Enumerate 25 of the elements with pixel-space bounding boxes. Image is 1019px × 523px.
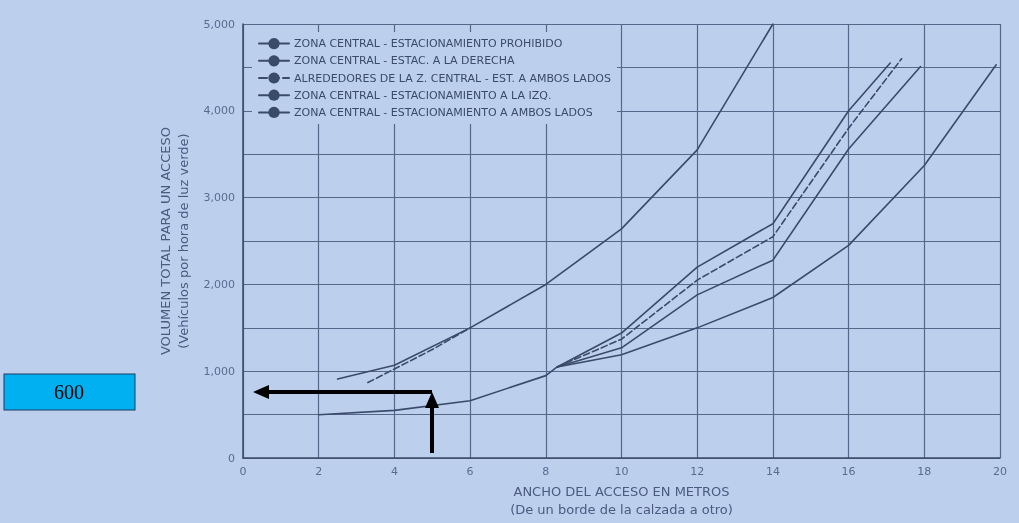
y-axis-title: VOLUMEN TOTAL PARA UN ACCESO (Vehículos por hora de luz verde) — [158, 127, 192, 356]
x-tick-label: 6 — [466, 465, 474, 479]
x-tick-label: 2 — [315, 465, 323, 479]
legend-label: ALREDEDORES DE LA Z. CENTRAL - EST. A AMBOS LADOS — [294, 71, 612, 85]
y-tick-label: 0 — [228, 451, 235, 465]
x-tick-label: 18 — [917, 465, 932, 479]
legend-label: ZONA CENTRAL - ESTACIONAMIENTO PROHIBIDO — [294, 37, 563, 51]
legend-label: ZONA CENTRAL - ESTACIONAMIENTO A AMBOS LADOS — [294, 105, 593, 119]
x-tick-label: 14 — [765, 465, 780, 479]
x-tick-label: 20 — [993, 465, 1007, 479]
legend-label: ZONA CENTRAL - ESTAC. A LA DERECHA — [294, 54, 516, 68]
x-tick-label: 10 — [614, 465, 629, 479]
x-tick-label: 8 — [542, 465, 550, 479]
x-tick-label: 12 — [690, 465, 705, 479]
legend-label: ZONA CENTRAL - ESTACIONAMIENTO A LA IZQ. — [294, 88, 552, 102]
x-tick-label: 4 — [390, 465, 398, 479]
x-tick-label: 0 — [239, 465, 247, 479]
y-tick-label: 5,000 — [203, 17, 235, 31]
text: 600 — [54, 381, 84, 403]
y-tick-label: 1,000 — [203, 364, 235, 378]
y-tick-label: 2,000 — [203, 277, 235, 291]
x-tick-label: 16 — [841, 465, 856, 479]
y-tick-label: 3,000 — [203, 191, 235, 205]
y-tick-label: 4,000 — [203, 104, 235, 118]
x-axis-title: ANCHO DEL ACCESO EN METROS (De un borde de la calzada a otro) — [510, 483, 733, 517]
